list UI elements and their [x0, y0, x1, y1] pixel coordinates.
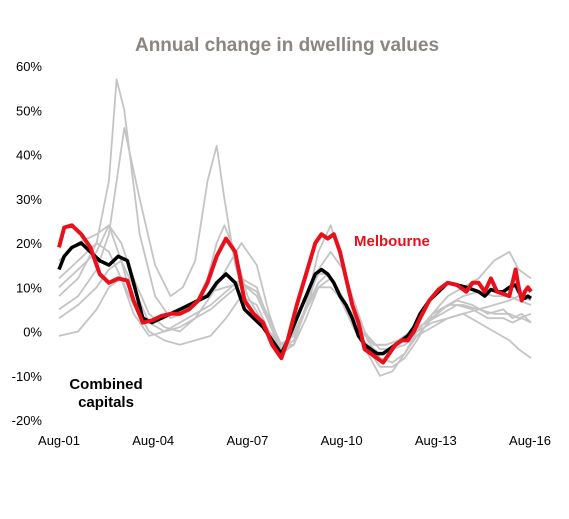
x-axis-tick-labels: Aug-01 Aug-04 Aug-07 Aug-10 Aug-13 Aug-16 [38, 433, 551, 448]
other-capitals-series [58, 78, 532, 377]
x-tick-label: Aug-04 [132, 433, 174, 448]
y-tick-label: 10% [16, 280, 42, 295]
y-tick-label: -20% [12, 413, 43, 428]
x-tick-label: Aug-10 [321, 433, 363, 448]
chart-title: Annual change in dwelling values [135, 35, 439, 56]
combined-capitals-label-line-1: Combined [69, 376, 142, 393]
y-tick-label: 60% [16, 59, 42, 74]
y-tick-label: 30% [16, 192, 42, 207]
series-line-gray-7 [58, 224, 532, 377]
y-tick-label: -10% [12, 369, 43, 384]
x-tick-label: Aug-13 [415, 433, 457, 448]
series-line-melbourne [57, 223, 533, 365]
x-tick-label: Aug-01 [38, 433, 80, 448]
y-tick-label: 0% [23, 325, 42, 340]
y-tick-label: 40% [16, 148, 42, 163]
y-tick-label: 50% [16, 103, 42, 118]
highlight-series [57, 223, 533, 365]
combined-capitals-label-line-2: capitals [78, 394, 134, 411]
x-tick-label: Aug-16 [509, 433, 551, 448]
y-axis-tick-labels: 60% 50% 40% 30% 20% 10% 0% -10% -20% [12, 59, 43, 428]
series-line-gray-6 [58, 259, 532, 351]
melbourne-label: Melbourne [354, 233, 430, 250]
x-tick-label: Aug-07 [226, 433, 268, 448]
y-tick-label: 20% [16, 236, 42, 251]
